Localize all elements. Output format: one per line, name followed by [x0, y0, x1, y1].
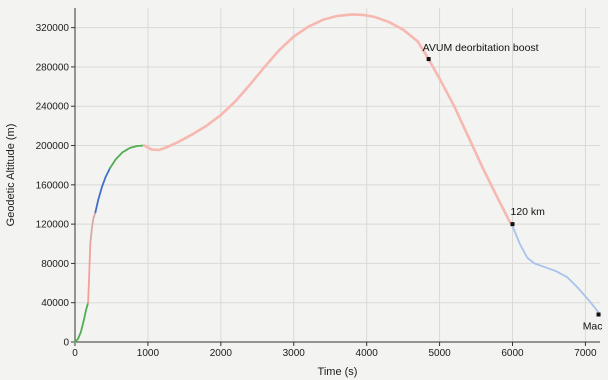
- y-axis-title: Geodetic Altitude (m): [5, 124, 17, 227]
- annotation-marker: [510, 222, 515, 227]
- x-tick-label: 5000: [428, 348, 451, 359]
- series-line-7: [511, 225, 601, 316]
- y-tick-label: 0: [63, 338, 69, 349]
- series-line-2: [87, 242, 92, 304]
- x-axis-title: Time (s): [318, 366, 358, 378]
- x-tick-label: 4000: [356, 348, 379, 359]
- annotation-marker: [426, 57, 431, 62]
- series: [74, 13, 601, 343]
- y-tick-label: 120000: [36, 220, 70, 231]
- series-line-1: [74, 301, 89, 343]
- x-tick-label: 0: [72, 348, 78, 359]
- tick-labels: 0400008000012000016000020000024000028000…: [36, 23, 597, 359]
- series-line-3: [89, 211, 97, 245]
- annotations: AVUM deorbitation boost 120 km Mac: [423, 42, 603, 332]
- annotation-marker: [596, 312, 601, 317]
- annotation-label: Mac: [583, 320, 603, 332]
- grid: [74, 8, 600, 343]
- series-line-4: [94, 167, 111, 214]
- x-tick-label: 3000: [283, 348, 306, 359]
- y-tick-label: 80000: [41, 259, 69, 270]
- y-tick-label: 320000: [36, 23, 70, 34]
- x-tick-label: 7000: [574, 348, 597, 359]
- y-tick-label: 40000: [41, 298, 69, 309]
- series-line-5: [109, 144, 146, 169]
- axes: [71, 8, 600, 346]
- x-tick-label: 2000: [210, 348, 233, 359]
- annotation-label: 120 km: [511, 206, 546, 218]
- series-line-6: [143, 13, 514, 228]
- annotation-label: AVUM deorbitation boost: [423, 42, 539, 54]
- x-tick-label: 6000: [501, 348, 524, 359]
- y-tick-label: 240000: [36, 102, 70, 113]
- y-tick-label: 160000: [36, 180, 70, 191]
- y-tick-label: 280000: [36, 62, 70, 73]
- y-tick-label: 200000: [36, 141, 70, 152]
- x-tick-label: 1000: [137, 348, 160, 359]
